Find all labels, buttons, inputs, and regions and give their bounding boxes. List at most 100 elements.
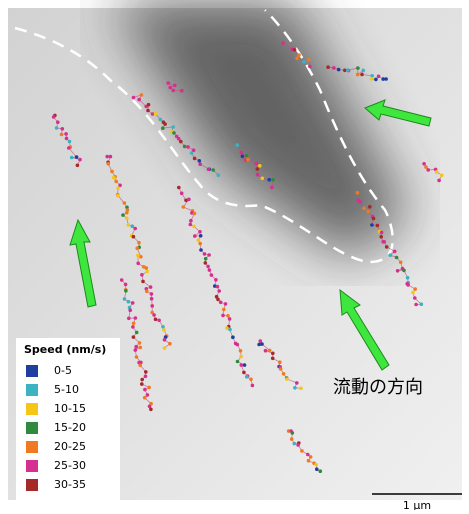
track-point [290, 437, 294, 441]
track-point [105, 155, 109, 159]
track-point [179, 140, 183, 144]
track-point [131, 224, 135, 228]
track-point [168, 342, 172, 346]
track-point [268, 349, 272, 353]
track-point [211, 168, 215, 172]
legend-swatch [26, 403, 38, 415]
track-point [411, 291, 415, 295]
track-point [116, 186, 120, 190]
track-point [157, 319, 161, 323]
track-point [55, 126, 59, 130]
track-point [402, 269, 406, 273]
track-point [193, 212, 197, 216]
track-point [145, 290, 149, 294]
track-point [437, 179, 441, 183]
track-point [319, 469, 323, 473]
track-point [226, 314, 230, 318]
track-point [406, 283, 410, 287]
track-point [270, 186, 274, 190]
page: Speed (nm/s) 0-55-1010-1515-2020-2525-30… [0, 0, 469, 510]
micrograph: Speed (nm/s) 0-55-1010-1515-2020-2525-30… [0, 0, 469, 510]
track-point [413, 296, 417, 300]
track-point [65, 137, 69, 141]
track-point [140, 93, 144, 97]
track-point [302, 60, 306, 64]
track-point [123, 297, 127, 301]
track-point [377, 75, 381, 79]
track-point [384, 77, 388, 81]
track-point [221, 314, 225, 318]
track-point [199, 248, 203, 252]
track-point [161, 126, 165, 130]
track-point [393, 250, 397, 254]
track-point [413, 287, 417, 291]
track-point [308, 65, 312, 69]
track-point [219, 301, 223, 305]
track-point [207, 168, 211, 172]
track-point [150, 292, 154, 296]
track-point [180, 192, 184, 196]
track-point [254, 162, 258, 166]
track-point [251, 384, 255, 388]
track-point [264, 349, 268, 353]
track-point [356, 73, 360, 77]
track-point [180, 89, 184, 93]
track-point [110, 170, 114, 174]
track-point [154, 318, 158, 322]
track-point [395, 256, 399, 260]
track-point [239, 355, 243, 359]
legend-label: 20-25 [54, 440, 86, 453]
track-point [183, 145, 187, 149]
annotation: 流動の方向 [333, 377, 423, 398]
track-point [132, 235, 136, 239]
track-point [143, 396, 147, 400]
track-point [385, 245, 389, 249]
track-point [426, 168, 430, 172]
track-point [149, 285, 153, 289]
track-point [134, 345, 138, 349]
track-point [249, 378, 253, 382]
track-point [190, 151, 194, 155]
track-point [132, 322, 136, 326]
track-point [314, 463, 318, 467]
track-point [207, 253, 211, 257]
track-point [152, 313, 156, 317]
track-point [236, 360, 240, 364]
track-point [121, 213, 125, 217]
track-point [370, 77, 374, 81]
track-point [198, 159, 202, 163]
track-point [245, 154, 249, 158]
track-point [150, 297, 154, 301]
track-point [107, 162, 111, 166]
track-point [186, 145, 190, 149]
track-point [78, 158, 82, 162]
track-point [337, 68, 341, 72]
track-point [172, 131, 176, 135]
track-point [127, 317, 131, 321]
track-point [399, 261, 403, 265]
track-point [243, 363, 247, 367]
track-point [128, 308, 132, 312]
track-point [299, 387, 303, 391]
track-point [271, 357, 275, 361]
track-point [187, 198, 191, 202]
track-point [168, 86, 172, 90]
track-point [114, 180, 118, 184]
track-point [281, 41, 285, 45]
track-point [145, 270, 149, 274]
track-point [177, 186, 181, 190]
track-point [60, 133, 64, 137]
track-point [295, 57, 299, 61]
track-point [139, 346, 143, 350]
track-point [131, 301, 135, 305]
track-point [356, 66, 360, 70]
track-point [228, 328, 232, 332]
track-point [293, 48, 297, 52]
track-point [360, 73, 364, 77]
track-point [145, 266, 149, 270]
track-point [382, 240, 386, 244]
track-point [362, 69, 366, 73]
track-point [225, 326, 229, 330]
track-point [135, 247, 139, 251]
track-point [149, 408, 153, 412]
